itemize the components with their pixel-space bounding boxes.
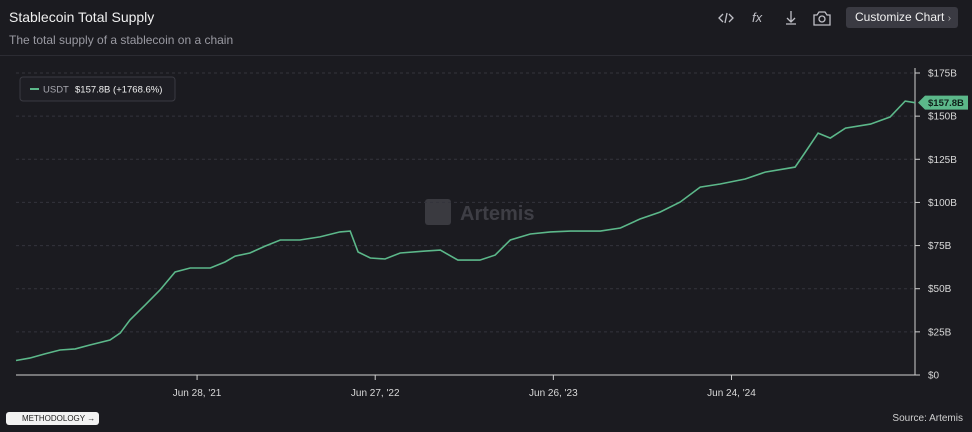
customize-button[interactable]: Customize Chart › [846, 7, 958, 28]
watermark: Artemis [460, 203, 534, 225]
chart-subtitle: The total supply of a stablecoin on a ch… [9, 33, 234, 47]
methodology-label: METHODOLOGY [22, 414, 85, 423]
x-tick-label: Jun 28, '21 [173, 388, 222, 399]
x-tick-label: Jun 27, '22 [351, 388, 400, 399]
y-tick-label: $0 [928, 371, 940, 382]
methodology-button[interactable]: METHODOLOGY → [6, 412, 100, 425]
y-tick-label: $150B [928, 112, 957, 123]
embed-icon[interactable] [718, 12, 734, 24]
y-tick-label: $100B [928, 198, 957, 209]
y-tick-label: $75B [928, 241, 952, 252]
y-tick-label: $175B [928, 69, 957, 80]
toolbar-icons: fx [718, 10, 831, 26]
button-label: Customize Chart [855, 10, 945, 24]
x-tick-label: Jun 24, '24 [707, 388, 756, 399]
legend-box [19, 76, 176, 102]
fx-icon[interactable]: fx [752, 10, 763, 25]
last-value-badge [918, 95, 968, 110]
download-icon[interactable] [786, 11, 796, 25]
y-tick-label: $25B [928, 327, 952, 338]
line [15, 100, 916, 362]
legend-value: $157.8B (+1768.6%) [75, 85, 162, 96]
y-tick-label: $50B [928, 284, 952, 295]
chart-title: Stablecoin Total Supply [9, 9, 155, 25]
source: Source: Artemis [892, 413, 963, 424]
last-value-label: $157.8B [928, 98, 964, 109]
watermark-logo [425, 199, 451, 225]
legend-label: USDT [43, 85, 69, 96]
y-tick-label: $125B [928, 155, 957, 166]
divider [0, 55, 972, 56]
camera-icon[interactable] [813, 11, 831, 26]
x-tick-label: Jun 26, '23 [529, 388, 578, 399]
